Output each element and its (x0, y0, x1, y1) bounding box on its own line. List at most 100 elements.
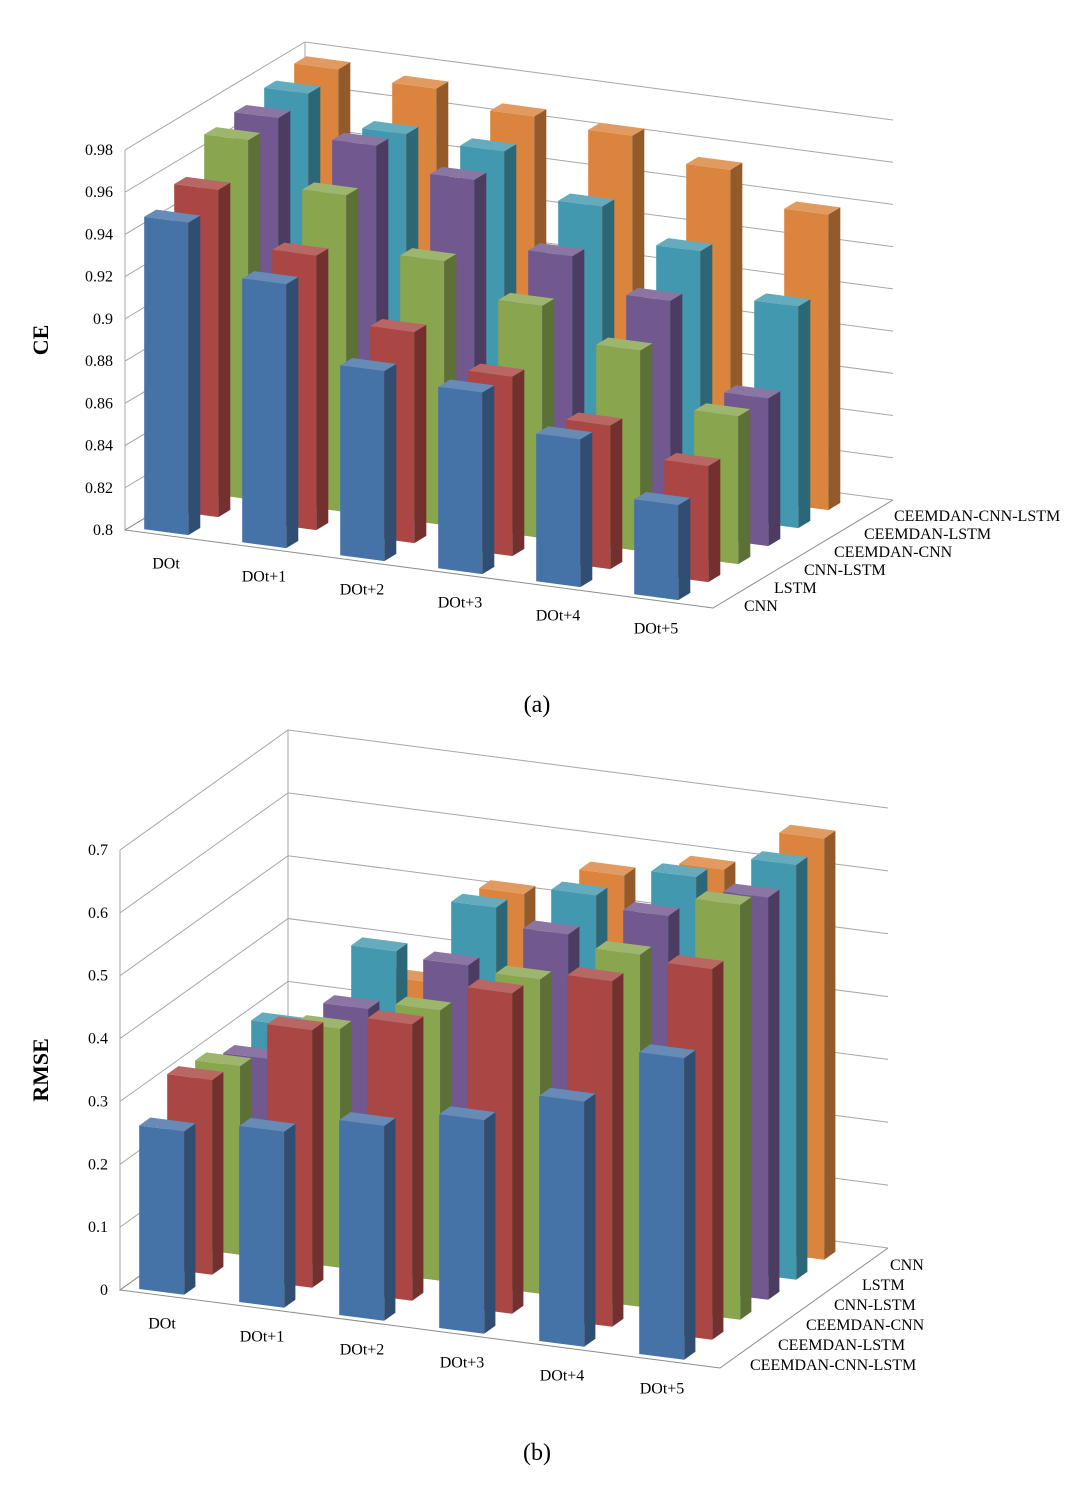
bar-top (479, 880, 536, 894)
bar-top (528, 243, 585, 257)
bar-side (218, 182, 231, 518)
bar-top (656, 238, 713, 252)
bar-top (239, 1117, 296, 1132)
bar-top (467, 979, 524, 994)
bar (438, 379, 495, 575)
bar-side (212, 1071, 224, 1275)
bar-top (267, 1016, 324, 1031)
bar (664, 452, 721, 583)
depth-label: CNN-LSTM (804, 562, 886, 579)
bar-top (539, 1087, 596, 1102)
bar-side (738, 409, 751, 565)
bar-top (395, 996, 452, 1011)
bar-top (664, 452, 721, 466)
bar-top (174, 176, 231, 190)
depth-label: CNN-LSTM (834, 1297, 916, 1314)
bar-side (384, 1117, 396, 1321)
bar-top (567, 967, 624, 982)
y-tick-label: 0.96 (85, 184, 113, 201)
x-tick-label: DOt+2 (340, 1342, 385, 1359)
bar-front (438, 386, 483, 575)
bar-top (323, 995, 380, 1009)
y-tick-label: 0 (100, 1282, 108, 1299)
bar-top (495, 965, 552, 980)
bar-side (184, 1123, 196, 1295)
x-tick-label: DOt+4 (536, 608, 581, 625)
bar-side (512, 369, 525, 557)
caption: (b) (523, 1440, 551, 1466)
bar-top (351, 937, 408, 952)
bar-top (242, 271, 299, 285)
x-tick-label: DOt+1 (242, 569, 287, 586)
bar-top (294, 56, 351, 70)
bar-top (204, 127, 261, 141)
y-tick-label: 0.2 (88, 1156, 108, 1173)
bar-front (239, 1125, 285, 1308)
bar-side (580, 432, 593, 588)
y-tick-label: 0.1 (88, 1219, 108, 1236)
bar-top (438, 379, 495, 393)
bar-top (651, 863, 708, 878)
bar-top (468, 363, 525, 377)
depth-label: CEEMDAN-LSTM (778, 1337, 905, 1354)
bar-top (362, 121, 419, 135)
bar-side (828, 207, 841, 511)
bar-top (430, 166, 487, 180)
bar-top (423, 951, 480, 966)
bar-top (779, 824, 836, 839)
bar-top (332, 132, 389, 146)
bar-top (370, 318, 427, 332)
bar-top (695, 891, 752, 905)
bar-top (234, 104, 291, 118)
y-tick-label: 0.82 (85, 480, 113, 497)
y-tick-label: 0.9 (93, 311, 113, 328)
bar-top (498, 292, 555, 306)
bar-top (339, 1112, 396, 1126)
bar (139, 1117, 196, 1295)
depth-label: CNN (744, 598, 778, 615)
bar (340, 358, 397, 562)
bar-side (768, 889, 780, 1300)
bar-side (610, 418, 623, 570)
bar-side (512, 985, 524, 1314)
bar-top (639, 1044, 696, 1059)
caption: (a) (524, 692, 551, 718)
bar-side (584, 1093, 596, 1347)
bar-top (579, 861, 636, 876)
bar-top (667, 955, 724, 969)
bar-top (144, 209, 201, 223)
bar-top (754, 293, 811, 307)
x-tick-label: DOt+3 (440, 1355, 485, 1372)
x-tick-label: DOt+4 (540, 1368, 585, 1385)
bar-top (566, 412, 623, 426)
y-tick-label: 0.84 (85, 438, 113, 455)
bar-side (316, 248, 329, 531)
bar-side (482, 385, 495, 575)
y-tick-label: 0.5 (88, 968, 108, 985)
bar-side (768, 391, 781, 547)
bar-side (412, 1016, 424, 1301)
y-axis-label: CE (28, 325, 53, 356)
depth-label: CEEMDAN-LSTM (864, 526, 991, 543)
bar-top (626, 287, 683, 301)
y-tick-label: 0.8 (93, 522, 113, 539)
bar-front (639, 1052, 685, 1360)
x-tick-label: DOt+2 (340, 582, 385, 599)
y-tick-label: 0.98 (85, 142, 113, 159)
y-tick-label: 0.92 (85, 269, 113, 286)
bar (536, 426, 593, 588)
depth-label: CEEMDAN-CNN (806, 1317, 925, 1334)
bar-side (678, 497, 691, 601)
x-tick-label: DOt (148, 1316, 176, 1333)
bar (239, 1117, 296, 1308)
depth-label: CEEMDAN-CNN-LSTM (894, 508, 1060, 525)
y-axis-label: RMSE (28, 1038, 53, 1102)
bar-top (686, 156, 743, 170)
bar (639, 1044, 696, 1360)
bar (539, 1087, 596, 1347)
bar-top (367, 1010, 424, 1025)
bar-top (195, 1052, 252, 1067)
y-tick-label: 0.3 (88, 1093, 108, 1110)
